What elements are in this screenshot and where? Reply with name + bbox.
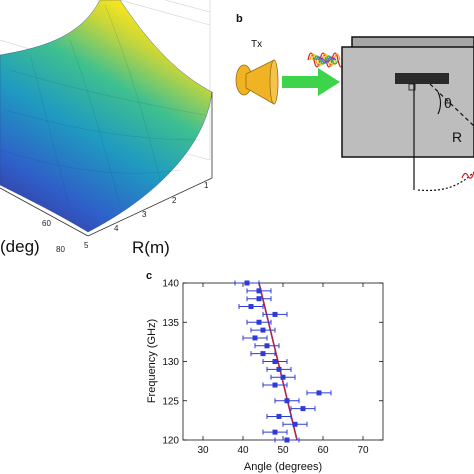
data-point [238,304,264,310]
x-tick-label: 70 [357,445,369,456]
data-point [234,280,260,286]
box-front-edges [0,92,213,237]
theta-label: θ [444,95,452,111]
point-marker [292,421,298,427]
surface-plot [0,0,213,233]
y-tick-label: 130 [162,357,179,368]
y-axis-ticks: 120 125 130 135 140 [162,279,383,447]
receiver-box [341,36,474,158]
data-point [274,437,300,443]
angle-axis-ticks: 60 80 [42,219,65,254]
point-marker [260,351,266,357]
data-point [274,398,300,404]
x-tick-label: 40 [237,445,249,456]
data-point [290,406,316,412]
r-label: R [452,129,462,145]
r-axis-ticks: 1 2 3 4 5 [84,181,209,250]
angle-geometry [413,83,474,192]
r-tick-2: 2 [172,196,177,205]
data-point [246,288,272,294]
data-point [262,429,288,435]
data-point [246,319,272,325]
point-marker [260,327,266,333]
data-point [246,296,272,302]
surface-mesh [0,4,206,211]
point-marker [248,304,254,310]
r-tick-4: 4 [114,224,119,233]
panel-c-letter: c [146,270,152,282]
data-point [262,359,288,364]
y-tick-label: 120 [162,436,179,447]
data-points-layer [234,280,332,443]
x-axis-label: Angle (degrees) [244,461,322,473]
angle-tick-60: 60 [42,219,51,228]
angle-axis-label: (deg) [0,237,40,256]
data-point [270,374,296,380]
point-marker [272,359,278,364]
panel-b: b Tx θ R [235,13,474,192]
point-marker [300,406,306,412]
beam-arrow-icon [282,68,340,96]
r-axis-label: R(m) [132,238,170,257]
y-tick-label: 135 [162,318,179,329]
point-marker [252,335,258,341]
x-axis-ticks: 30 40 50 60 70 [197,283,369,456]
point-marker [284,437,290,443]
point-marker [272,382,278,388]
data-point [262,311,288,317]
data-point [266,413,292,419]
y-tick-label: 140 [162,279,179,290]
r-tick-1: 1 [204,181,209,190]
point-marker [276,366,282,372]
angle-tick-80: 80 [56,245,65,254]
sample-slab [395,73,449,84]
point-marker [276,413,282,419]
point-marker [284,398,290,404]
panel-c: c 30 40 50 60 70 120 125 130 135 140 Angle (degr… [146,270,384,473]
point-marker [256,319,262,325]
horn-antenna-icon [235,59,279,105]
data-point [254,343,280,349]
point-marker [264,343,270,349]
tx-label: Tx [251,39,262,50]
panel-b-letter: b [236,13,243,25]
point-marker [272,311,278,317]
point-marker [280,374,286,380]
point-marker [272,429,278,435]
x-tick-label: 30 [197,445,209,456]
x-tick-label: 60 [317,445,329,456]
point-marker [256,296,262,302]
rainbow-wave-icon [307,52,345,68]
data-point [282,421,308,427]
y-axis-label: Frequency (GHz) [146,319,158,403]
data-point [306,390,332,396]
panel-a: 1 2 3 4 5 60 80 (deg) R(m) [0,0,213,257]
y-tick-label: 125 [162,396,179,407]
point-marker [256,288,262,294]
data-point [262,382,288,388]
data-point [250,327,276,333]
data-point [242,335,268,341]
detector-wave-icon [461,171,474,179]
r-tick-3: 3 [142,210,147,219]
data-point [266,366,292,372]
point-marker [316,390,322,396]
r-tick-5: 5 [84,241,89,250]
point-marker [244,280,250,286]
x-tick-label: 50 [277,445,289,456]
data-point [250,351,276,357]
